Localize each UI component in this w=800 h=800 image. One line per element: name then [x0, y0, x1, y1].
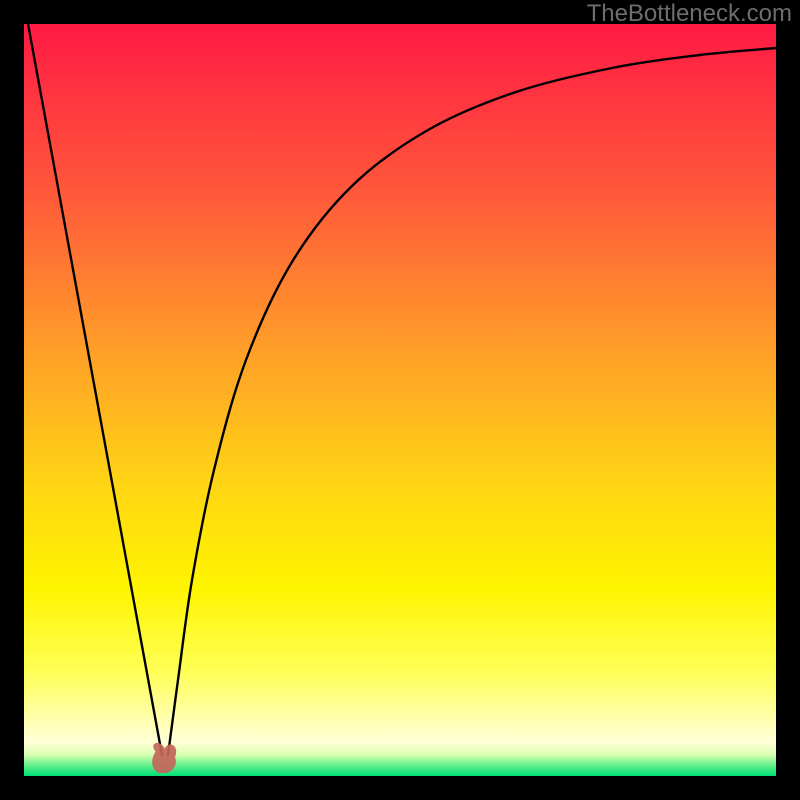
optimum-marker — [153, 743, 176, 772]
chart-container: TheBottleneck.com — [0, 0, 800, 800]
watermark-text: TheBottleneck.com — [587, 0, 792, 28]
bottleneck-chart — [0, 0, 800, 800]
gradient-background — [24, 24, 776, 776]
